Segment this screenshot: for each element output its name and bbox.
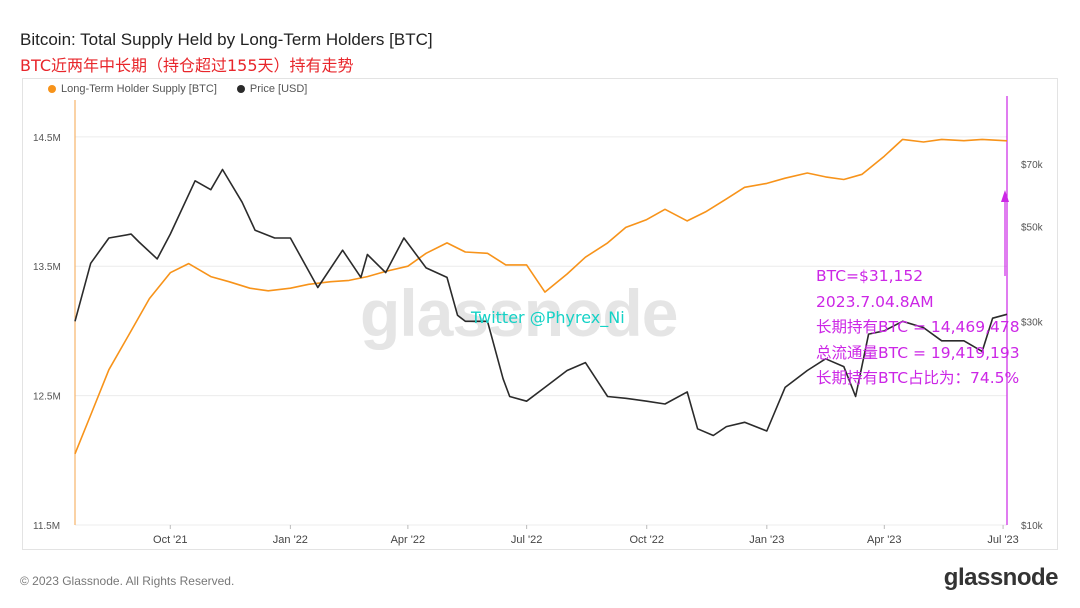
grid-lines: [75, 136, 1007, 526]
y-left-tick-label: 11.5M: [33, 521, 60, 532]
annotation-lth-ratio: 长期持有BTC占比为：74.5%: [816, 369, 1020, 387]
annotation-box: BTC=$31,152 2023.7.04.8AM 长期持有BTC = 14,4…: [816, 264, 1020, 392]
y-left-tick-label: 14.5M: [33, 133, 61, 144]
y-right-tick-label: $10k: [1021, 521, 1044, 532]
legend-label-lth: Long-Term Holder Supply [BTC]: [61, 83, 217, 95]
x-tick-label: Oct '22: [629, 534, 664, 546]
legend-item-lth[interactable]: Long-Term Holder Supply [BTC]: [48, 83, 217, 95]
y-right-tick-label: $70k: [1021, 160, 1044, 171]
axes: 11.5M 12.5M 13.5M 14.5M $10k $30k $50k $70k Oct …: [33, 96, 1044, 546]
legend-label-price: Price [USD]: [249, 83, 308, 95]
y-left-tick-label: 13.5M: [33, 262, 61, 273]
chart-frame: [22, 78, 1058, 550]
series-lines: [74, 138, 1009, 455]
y-left-tick-label: 12.5M: [33, 392, 61, 403]
x-tick-label: Jul '22: [511, 534, 542, 546]
x-tick-label: Apr '23: [867, 534, 902, 546]
annotation-date: 2023.7.04.8AM: [816, 292, 934, 311]
lth-dot-icon: [48, 85, 56, 93]
legend: Long-Term Holder Supply [BTC] Price [USD…: [48, 83, 307, 95]
chart-title: Bitcoin: Total Supply Held by Long-Term …: [20, 30, 433, 49]
y-right-tick-label: $30k: [1021, 317, 1044, 328]
x-tick-label: Apr '22: [391, 534, 426, 546]
twitter-handle: Twitter @Phyrex_Ni: [471, 308, 625, 327]
x-tick-label: Jul '23: [987, 534, 1018, 546]
y-right-tick-label: $50k: [1021, 223, 1044, 234]
annotation-price: BTC=$31,152: [816, 267, 924, 285]
annotation-circulating-supply: 总流通量BTC = 19,419,193: [816, 343, 1020, 362]
price-dot-icon: [236, 85, 245, 93]
chart-subtitle-cn: BTC近两年中长期（持仓超过155天）持有走势: [20, 56, 354, 75]
watermark: glassnode: [360, 276, 678, 350]
annotation-lth-supply: 长期持有BTC = 14,469,478: [816, 318, 1020, 336]
copyright-footer: © 2023 Glassnode. All Rights Reserved.: [20, 574, 235, 588]
legend-item-price[interactable]: Price [USD]: [236, 83, 308, 95]
glassnode-logo: glassnode: [943, 564, 1059, 591]
lth-supply-line: [74, 138, 1008, 455]
x-tick-label: Jan '23: [749, 534, 784, 546]
x-tick-label: Oct '21: [153, 534, 188, 546]
annotation-arrow-head: [1001, 190, 1009, 202]
x-tick-label: Jan '22: [273, 534, 308, 546]
